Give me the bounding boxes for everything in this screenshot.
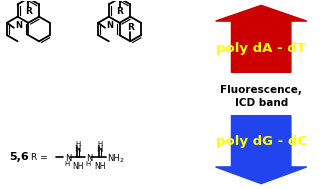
Text: ICD band: ICD band — [235, 98, 288, 108]
Text: N: N — [106, 21, 113, 30]
Text: Fluorescence,: Fluorescence, — [220, 85, 302, 95]
Text: NH: NH — [94, 162, 105, 171]
Text: H: H — [65, 161, 70, 167]
Text: NH: NH — [108, 153, 120, 163]
Text: N: N — [96, 145, 103, 154]
Text: 5,6: 5,6 — [9, 152, 29, 162]
Polygon shape — [215, 5, 307, 72]
Text: R: R — [116, 8, 123, 16]
Text: H: H — [86, 161, 91, 167]
Text: poly dA - dT: poly dA - dT — [216, 42, 306, 55]
Text: H: H — [97, 141, 102, 147]
Text: 2: 2 — [119, 157, 123, 163]
Text: N: N — [65, 153, 71, 163]
Text: R =: R = — [31, 153, 48, 162]
Text: poly dG - dC: poly dG - dC — [216, 135, 307, 148]
Text: N: N — [75, 145, 81, 154]
Text: NH: NH — [72, 162, 84, 171]
Text: N: N — [15, 21, 22, 30]
Text: N: N — [86, 153, 92, 163]
Text: H: H — [75, 141, 80, 147]
Text: R: R — [127, 23, 134, 32]
Text: R: R — [25, 8, 32, 16]
Polygon shape — [215, 116, 307, 184]
